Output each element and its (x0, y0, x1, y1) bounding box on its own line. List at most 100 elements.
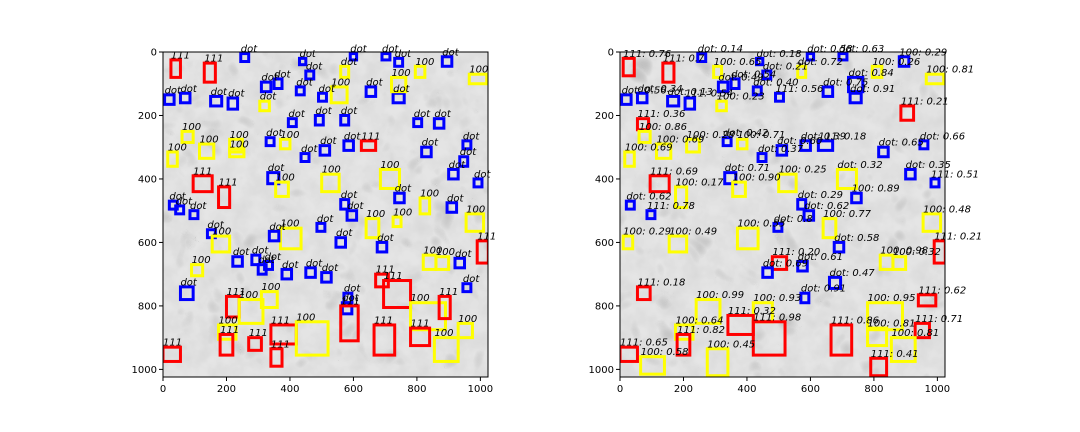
box-100-1-24 (390, 75, 408, 94)
box-label: dot (190, 201, 207, 212)
box-label: 111: 0.98 (753, 312, 801, 323)
box-100-1-35 (278, 137, 292, 151)
box-label: dot (233, 247, 250, 258)
box-dot-1-93 (461, 282, 473, 294)
box-label: dot (449, 160, 466, 171)
x-tick-label: 800 (407, 384, 426, 395)
box-label: 100 (331, 77, 350, 88)
box-label: dot: 0.40 (753, 77, 798, 88)
y-tick-label: 200 (595, 111, 614, 122)
box-label: dot (366, 77, 383, 88)
box-label: 111: 0.78 (647, 201, 695, 212)
box-dot-1-13 (209, 94, 224, 108)
box-label: dot (241, 44, 258, 55)
box-100-2-53 (621, 234, 635, 251)
box-label: 111 (271, 339, 290, 350)
box-label: dot (341, 57, 358, 68)
box-dot-1-34 (264, 136, 276, 148)
box-100-1-10 (467, 72, 488, 86)
box-label: 111: 0.18 (637, 277, 685, 288)
box-label: dot: 0.60 (777, 136, 822, 147)
box-dot-2-57 (832, 240, 846, 254)
box-label: 100: 0.29 (899, 47, 947, 58)
box-label: dot (319, 84, 336, 95)
detections (163, 52, 488, 368)
box-111-1-45 (217, 185, 232, 210)
box-label: 100: 0.49 (669, 227, 717, 238)
box-dot-2-14 (683, 96, 697, 111)
box-dot-1-56 (188, 209, 200, 221)
box-100-1-17 (258, 99, 271, 113)
box-label: dot (180, 277, 197, 288)
box-label: 100 (380, 160, 399, 171)
box-dot-2-62 (796, 259, 809, 273)
box-111-2-59 (932, 239, 945, 265)
box-label: dot (207, 220, 224, 231)
box-dot-1-46 (266, 171, 281, 186)
box-100-1-42 (166, 150, 179, 168)
box-label: dot (265, 252, 282, 263)
box-label: dot (377, 233, 394, 244)
box-label: 100: 0.81 (868, 319, 916, 330)
x-tick-label: 600 (344, 384, 363, 395)
box-label: dot (169, 192, 186, 203)
box-label: 100 (296, 312, 315, 323)
box-label: dot: 0.91 (801, 284, 846, 295)
box-dot-1-7 (393, 56, 405, 68)
box-111-1-73 (475, 239, 488, 265)
box-dot-1-68 (334, 236, 347, 249)
box-label: 100: 0.98 (880, 246, 928, 257)
box-label: 100 (261, 282, 280, 293)
box-100-1-32 (228, 137, 244, 154)
box-label: 111: 0.62 (918, 285, 966, 296)
box-dot-2-65 (761, 266, 774, 279)
box-dot-1-82 (178, 285, 195, 302)
box-100-1-84 (237, 298, 265, 325)
box-label: 100: 0.26 (872, 57, 920, 68)
box-label: dot: 0.75 (823, 77, 868, 88)
box-dot-2-44 (904, 167, 917, 181)
box-dot-2-22 (821, 85, 835, 98)
box-label: dot: 0.18 (756, 49, 801, 60)
box-label: dot: 0.72 (798, 57, 843, 68)
y-tick-label: 0 (151, 48, 157, 59)
box-111-2-79 (675, 332, 692, 357)
box-label: 100: 0.65 (714, 57, 762, 68)
box-label: 100: 0.64 (676, 315, 724, 326)
box-111-2-81 (869, 356, 889, 377)
box-dot-1-6 (380, 52, 392, 62)
box-label: dot (463, 131, 480, 142)
box-100-1-98 (294, 320, 330, 357)
box-label: 100: 0.29 (623, 227, 671, 238)
box-label: 100 (192, 255, 211, 266)
box-dot-2-32 (775, 144, 789, 157)
box-label: dot (341, 190, 358, 201)
box-label: 100: 0.25 (779, 165, 827, 176)
box-label: dot (252, 246, 269, 257)
box-label: 111 (374, 315, 393, 326)
box-label: dot (268, 163, 285, 174)
box-label: 100: 0.95 (868, 293, 916, 304)
box-dot-1-80 (320, 271, 333, 284)
box-label: dot (447, 193, 464, 204)
box-100-1-58 (391, 215, 403, 229)
box-label: 100: 0.28 (687, 130, 735, 141)
box-label: dot: 0.39 (801, 131, 846, 142)
box-111-2-0 (621, 56, 636, 78)
box-label: 111 (249, 328, 268, 339)
box-dot-1-5 (348, 52, 359, 62)
box-111-1-90 (339, 304, 360, 343)
box-label: 100 (415, 57, 434, 68)
box-label: dot: 0.84 (849, 68, 894, 79)
box-100-1-63 (278, 226, 303, 251)
x-tick-label: 600 (801, 384, 820, 395)
box-111-2-74 (829, 323, 854, 357)
box-100-1-21 (329, 85, 349, 105)
y-tick-label: 800 (138, 301, 157, 312)
box-label: 111 (204, 54, 223, 65)
box-label: dot (341, 106, 358, 117)
